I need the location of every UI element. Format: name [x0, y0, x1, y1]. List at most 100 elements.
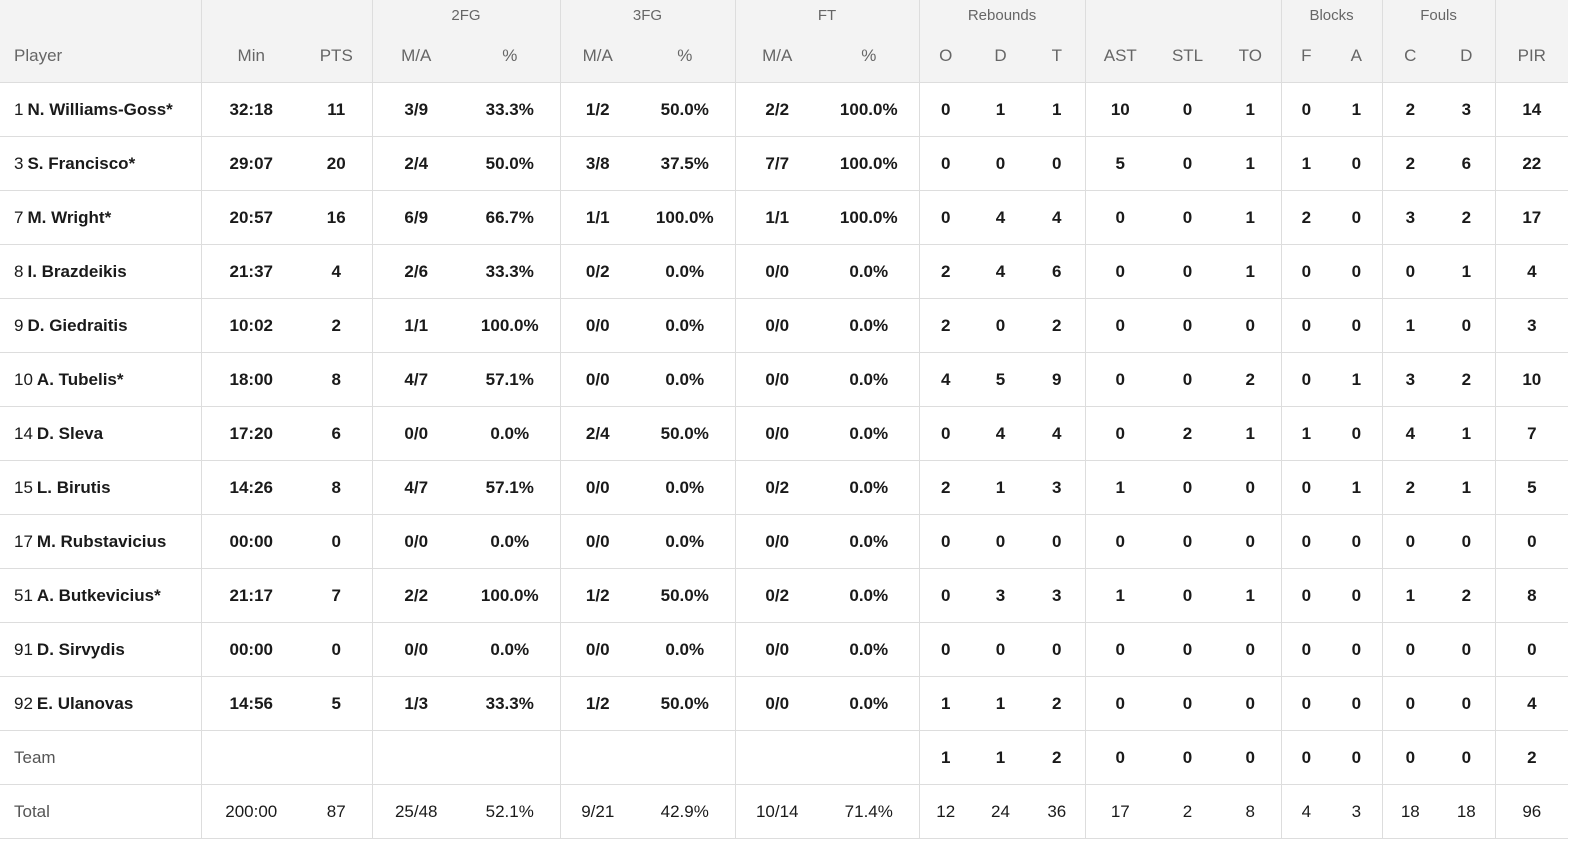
player-row[interactable]: 51 A. Butkevicius* 21:17 7 2/2 100.0% 1/2…	[0, 568, 1569, 623]
column-header-blk-f[interactable]: F	[1280, 30, 1332, 83]
cell-reb-o: 0	[918, 190, 973, 245]
column-header-reb-d[interactable]: D	[972, 30, 1030, 83]
cell-reb-d: 4	[972, 190, 1030, 245]
player-cell[interactable]: 91 D. Sirvydis	[0, 622, 201, 677]
player-row[interactable]: 15 L. Birutis 14:26 8 4/7 57.1% 0/0 0.0% …	[0, 460, 1569, 515]
total-blk-f: 4	[1280, 784, 1332, 839]
player-name[interactable]: M. Rubstavicius	[36, 531, 167, 551]
team-row: Team 1 1 2 0 0 0 0 0 0 0 2	[0, 730, 1569, 785]
column-header-player[interactable]: Player	[0, 30, 201, 83]
cell-fouls-c: 2	[1381, 136, 1439, 191]
cell-ast: 0	[1084, 406, 1156, 461]
player-name[interactable]: E. Ulanovas	[36, 693, 134, 713]
player-row[interactable]: 91 D. Sirvydis 00:00 0 0/0 0.0% 0/0 0.0% …	[0, 622, 1569, 677]
column-header-to[interactable]: TO	[1220, 30, 1282, 83]
player-name[interactable]: A. Tubelis*	[36, 369, 124, 389]
cell-min: 32:18	[200, 82, 301, 137]
cell-blk-f: 0	[1280, 622, 1332, 677]
team-2fg-ma	[371, 730, 460, 785]
column-header-3fg-pct[interactable]: %	[635, 30, 735, 83]
player-cell[interactable]: 17 M. Rubstavicius	[0, 514, 201, 569]
player-cell[interactable]: 92 E. Ulanovas	[0, 676, 201, 731]
player-row[interactable]: 10 A. Tubelis* 18:00 8 4/7 57.1% 0/0 0.0%…	[0, 352, 1569, 407]
cell-ft-pct: 0.0%	[819, 622, 920, 677]
player-name[interactable]: S. Francisco*	[27, 153, 136, 173]
team-reb-d: 1	[972, 730, 1030, 785]
cell-pir: 4	[1494, 244, 1569, 299]
column-header-ast[interactable]: AST	[1084, 30, 1156, 83]
player-row[interactable]: 14 D. Sleva 17:20 6 0/0 0.0% 2/4 50.0% 0/…	[0, 406, 1569, 461]
column-header-blk-a[interactable]: A	[1331, 30, 1383, 83]
cell-2fg-ma: 4/7	[371, 352, 460, 407]
player-cell[interactable]: 9 D. Giedraitis	[0, 298, 201, 353]
cell-fouls-d: 2	[1438, 190, 1496, 245]
cell-pts: 20	[301, 136, 372, 191]
group-header-empty	[1494, 0, 1569, 30]
player-cell[interactable]: 10 A. Tubelis*	[0, 352, 201, 407]
player-cell[interactable]: 51 A. Butkevicius*	[0, 568, 201, 623]
player-cell[interactable]: 15 L. Birutis	[0, 460, 201, 515]
column-header-min[interactable]: Min	[200, 30, 301, 83]
player-name[interactable]: D. Giedraitis	[27, 315, 128, 335]
cell-blk-f: 0	[1280, 244, 1332, 299]
player-row[interactable]: 7 M. Wright* 20:57 16 6/9 66.7% 1/1 100.0…	[0, 190, 1569, 245]
player-cell[interactable]: 3 S. Francisco*	[0, 136, 201, 191]
cell-ft-pct: 100.0%	[819, 136, 920, 191]
cell-stl: 0	[1155, 568, 1221, 623]
column-header-reb-t[interactable]: T	[1029, 30, 1086, 83]
cell-ast: 0	[1084, 352, 1156, 407]
cell-2fg-ma: 1/3	[371, 676, 460, 731]
cell-ast: 5	[1084, 136, 1156, 191]
player-cell[interactable]: 7 M. Wright*	[0, 190, 201, 245]
cell-3fg-pct: 0.0%	[635, 514, 735, 569]
player-name[interactable]: D. Sleva	[36, 423, 104, 443]
cell-stl: 0	[1155, 136, 1221, 191]
column-header-ft-ma[interactable]: M/A	[734, 30, 819, 83]
column-header-pir[interactable]: PIR	[1494, 30, 1569, 83]
player-row[interactable]: 1 N. Williams-Goss* 32:18 11 3/9 33.3% 1/…	[0, 82, 1569, 137]
cell-3fg-pct: 100.0%	[635, 190, 735, 245]
cell-fouls-c: 0	[1381, 622, 1439, 677]
player-name[interactable]: N. Williams-Goss*	[27, 99, 173, 119]
cell-2fg-pct: 33.3%	[460, 676, 560, 731]
cell-fouls-c: 1	[1381, 568, 1439, 623]
column-header-3fg-ma[interactable]: M/A	[559, 30, 635, 83]
total-to: 8	[1220, 784, 1282, 839]
column-header-2fg-pct[interactable]: %	[460, 30, 560, 83]
cell-min: 00:00	[200, 514, 301, 569]
group-header-empty	[0, 0, 201, 30]
column-header-fouls-d[interactable]: D	[1438, 30, 1496, 83]
cell-pts: 0	[301, 622, 372, 677]
cell-pir: 10	[1494, 352, 1569, 407]
cell-blk-a: 0	[1331, 568, 1383, 623]
column-header-fouls-c[interactable]: C	[1381, 30, 1439, 83]
player-row[interactable]: 3 S. Francisco* 29:07 20 2/4 50.0% 3/8 37…	[0, 136, 1569, 191]
cell-fouls-c: 2	[1381, 460, 1439, 515]
player-name[interactable]: D. Sirvydis	[36, 639, 125, 659]
cell-stl: 0	[1155, 244, 1221, 299]
player-row[interactable]: 9 D. Giedraitis 10:02 2 1/1 100.0% 0/0 0.…	[0, 298, 1569, 353]
cell-blk-f: 0	[1280, 298, 1332, 353]
player-name[interactable]: M. Wright*	[27, 207, 112, 227]
column-header-reb-o[interactable]: O	[918, 30, 973, 83]
player-row[interactable]: 92 E. Ulanovas 14:56 5 1/3 33.3% 1/2 50.0…	[0, 676, 1569, 731]
column-header-pts[interactable]: PTS	[301, 30, 372, 83]
cell-fouls-d: 3	[1438, 82, 1496, 137]
cell-fouls-c: 0	[1381, 676, 1439, 731]
player-name[interactable]: A. Butkevicius*	[36, 585, 161, 605]
player-cell[interactable]: 14 D. Sleva	[0, 406, 201, 461]
cell-reb-o: 0	[918, 82, 973, 137]
column-header-2fg-ma[interactable]: M/A	[371, 30, 460, 83]
player-cell[interactable]: 8 I. Brazdeikis	[0, 244, 201, 299]
column-header-stl[interactable]: STL	[1155, 30, 1221, 83]
column-header-ft-pct[interactable]: %	[819, 30, 920, 83]
player-name[interactable]: I. Brazdeikis	[27, 261, 127, 281]
player-row[interactable]: 8 I. Brazdeikis 21:37 4 2/6 33.3% 0/2 0.0…	[0, 244, 1569, 299]
cell-pts: 6	[301, 406, 372, 461]
player-name[interactable]: L. Birutis	[36, 477, 111, 497]
team-pir: 2	[1494, 730, 1569, 785]
player-number: 51	[14, 585, 33, 605]
player-row[interactable]: 17 M. Rubstavicius 00:00 0 0/0 0.0% 0/0 0…	[0, 514, 1569, 569]
cell-fouls-c: 0	[1381, 244, 1439, 299]
player-cell[interactable]: 1 N. Williams-Goss*	[0, 82, 201, 137]
